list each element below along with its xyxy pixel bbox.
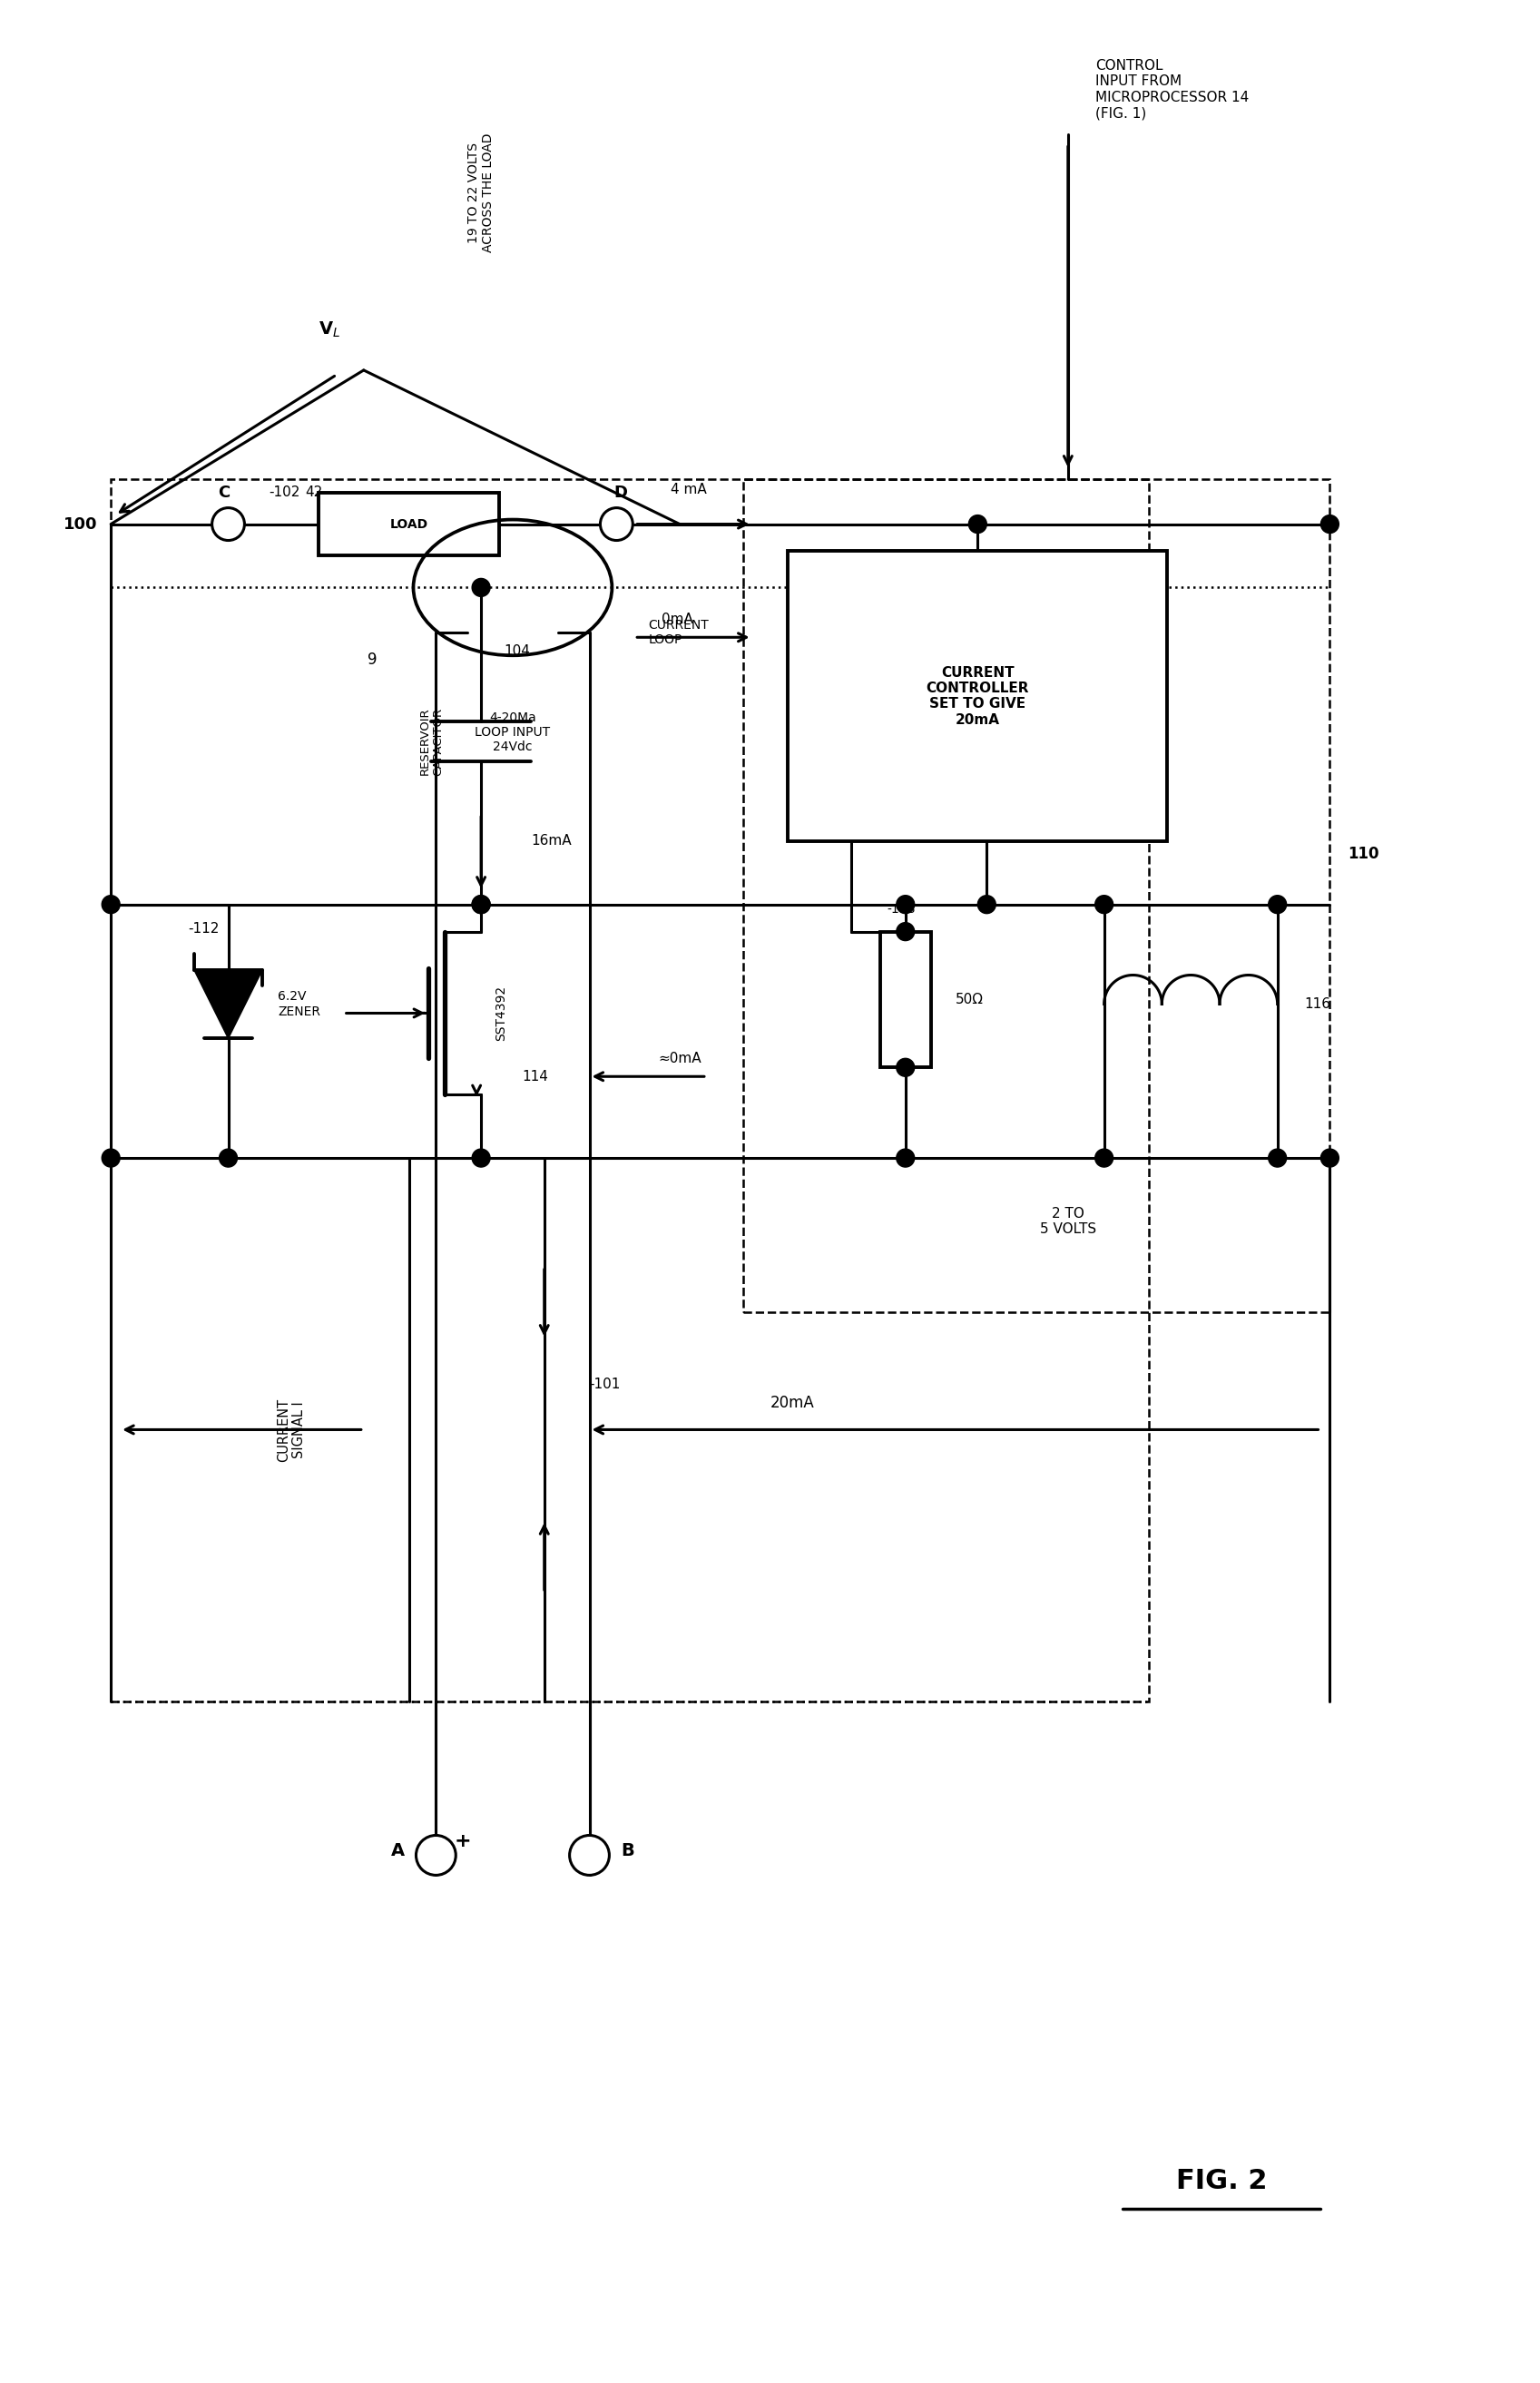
Text: LOAD: LOAD — [390, 517, 428, 531]
Text: CURRENT
SIGNAL I: CURRENT SIGNAL I — [277, 1399, 306, 1461]
Polygon shape — [194, 970, 262, 1039]
Text: C: C — [217, 484, 229, 500]
Circle shape — [416, 1835, 456, 1875]
Circle shape — [102, 1149, 120, 1168]
Circle shape — [1269, 1149, 1286, 1168]
Circle shape — [896, 896, 915, 913]
Circle shape — [896, 1058, 915, 1077]
Text: 4-20Ma
LOOP INPUT
24Vdc: 4-20Ma LOOP INPUT 24Vdc — [474, 713, 550, 753]
Text: +: + — [454, 1833, 471, 1852]
Bar — [881, 932, 930, 1068]
Text: 2 TO
5 VOLTS: 2 TO 5 VOLTS — [1040, 1206, 1096, 1237]
Text: CURRENT
LOOP: CURRENT LOOP — [648, 620, 708, 646]
Text: D: D — [614, 484, 628, 500]
Text: RESERVOIR
CAPACITOR: RESERVOIR CAPACITOR — [419, 708, 444, 774]
Circle shape — [896, 922, 915, 941]
Text: 19 TO 22 VOLTS
ACROSS THE LOAD: 19 TO 22 VOLTS ACROSS THE LOAD — [467, 133, 494, 253]
Text: 6.2V
ZENER: 6.2V ZENER — [277, 991, 320, 1018]
Text: A: A — [391, 1842, 405, 1859]
Text: 9: 9 — [368, 653, 377, 667]
Circle shape — [601, 508, 633, 541]
Text: SST4392: SST4392 — [494, 987, 507, 1041]
Text: 50Ω: 50Ω — [955, 994, 983, 1006]
Circle shape — [1321, 515, 1338, 534]
Text: 100: 100 — [63, 517, 97, 531]
Circle shape — [1321, 1149, 1338, 1168]
Circle shape — [473, 1149, 490, 1168]
Text: -118: -118 — [887, 903, 915, 915]
Text: B: B — [621, 1842, 634, 1859]
Circle shape — [1095, 1149, 1113, 1168]
Circle shape — [102, 896, 120, 913]
Circle shape — [978, 896, 996, 913]
Bar — [788, 550, 1167, 841]
Circle shape — [213, 508, 245, 541]
Text: 116: 116 — [1304, 996, 1331, 1010]
Text: 20mA: 20mA — [770, 1394, 815, 1411]
Circle shape — [969, 515, 987, 534]
Text: CONTROL
INPUT FROM
MICROPROCESSOR 14
(FIG. 1): CONTROL INPUT FROM MICROPROCESSOR 14 (FI… — [1095, 60, 1249, 119]
Circle shape — [570, 1835, 610, 1875]
Bar — [319, 493, 499, 555]
Text: 42: 42 — [305, 486, 322, 498]
Text: ≈0mA: ≈0mA — [658, 1051, 701, 1065]
Text: 104: 104 — [504, 643, 530, 658]
Circle shape — [473, 896, 490, 913]
Text: FIG. 2: FIG. 2 — [1177, 2169, 1267, 2195]
Bar — [111, 479, 1149, 1701]
Text: 0mA: 0mA — [662, 612, 693, 627]
Text: 4 mA: 4 mA — [671, 484, 707, 496]
Text: 16mA: 16mA — [531, 834, 571, 848]
Text: CURRENT
CONTROLLER
SET TO GIVE
20mA: CURRENT CONTROLLER SET TO GIVE 20mA — [926, 665, 1029, 727]
Text: -112: -112 — [188, 922, 219, 937]
Circle shape — [473, 896, 490, 913]
Circle shape — [896, 1149, 915, 1168]
Text: -101: -101 — [590, 1377, 621, 1392]
Circle shape — [1095, 896, 1113, 913]
Circle shape — [473, 579, 490, 596]
Bar — [742, 479, 1331, 1313]
Circle shape — [219, 1149, 237, 1168]
Text: V$_L$: V$_L$ — [319, 319, 340, 338]
Text: 110: 110 — [1348, 846, 1380, 863]
Text: 114: 114 — [522, 1070, 548, 1084]
Circle shape — [1269, 896, 1286, 913]
Text: -102: -102 — [269, 486, 300, 498]
